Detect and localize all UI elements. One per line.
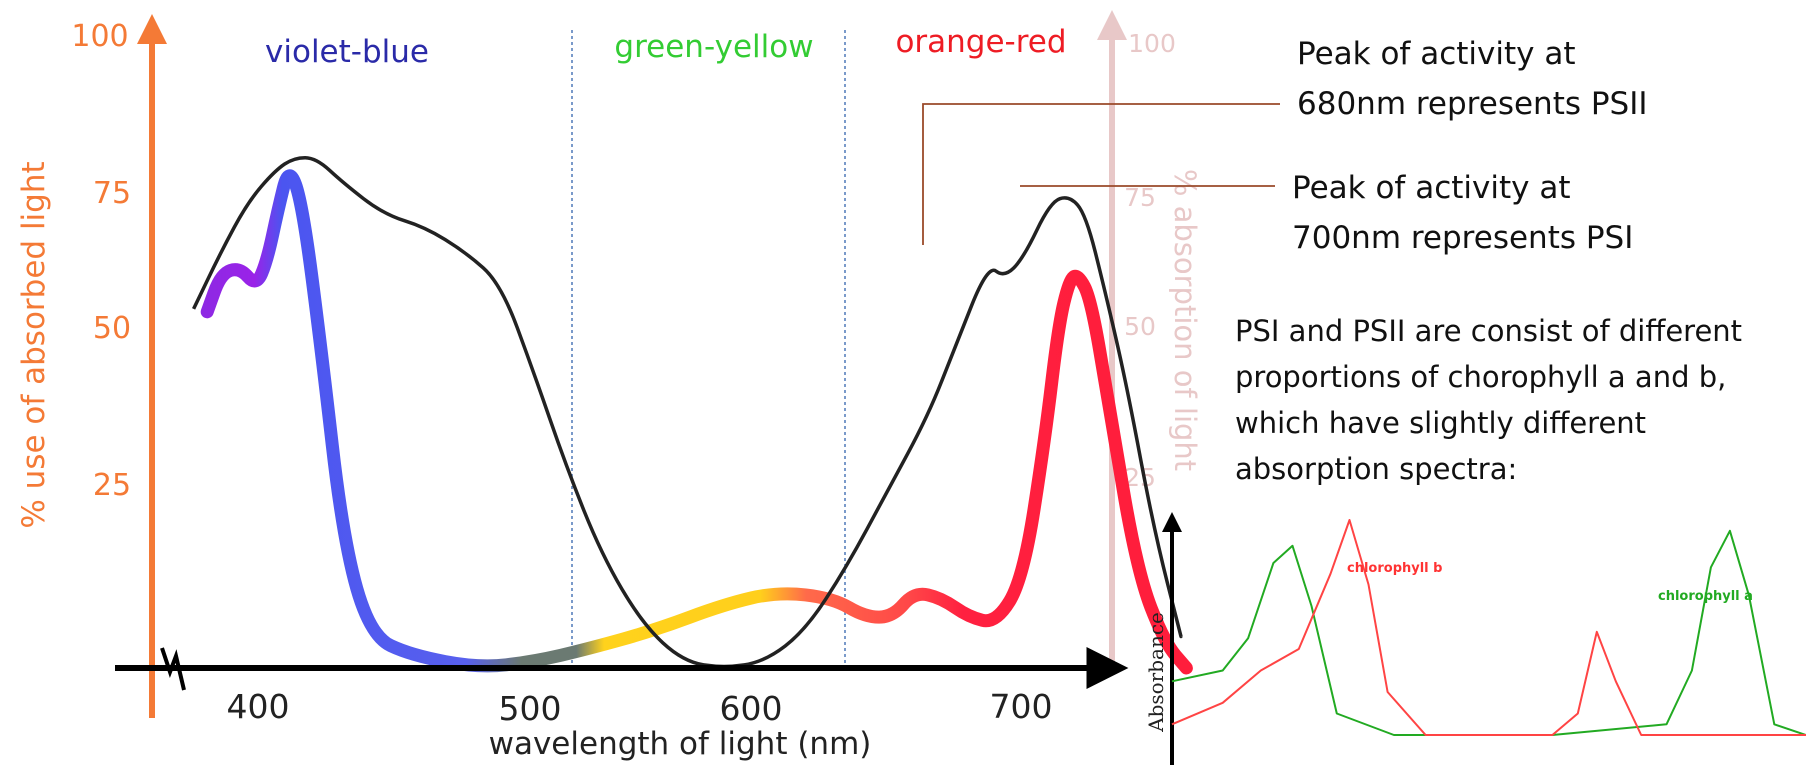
psi-psii-note-line-1: PSI and PSII are consist of different bbox=[1235, 314, 1743, 348]
action-spectrum-line bbox=[200, 169, 1193, 675]
psi-psii-note-line-2: proportions of chorophyll a and b, bbox=[1235, 360, 1727, 394]
psi-annotation: Peak of activity at 700nm represents PSI bbox=[1292, 163, 1633, 263]
psi-psii-note-line-4: absorption spectra: bbox=[1235, 452, 1518, 486]
inset-legend-chlorophyll-b: chlorophyll b bbox=[1347, 561, 1442, 576]
x-tick-label: 500 bbox=[499, 689, 562, 728]
absorption-spectrum-line bbox=[192, 155, 1183, 669]
region-label-violet-blue: violet-blue bbox=[265, 34, 429, 70]
region-label-green-yellow: green-yellow bbox=[614, 29, 813, 65]
inset-legend-chlorophyll-a: chlorophyll a bbox=[1658, 589, 1753, 604]
psi-psii-note-line-3: which have slightly different bbox=[1235, 406, 1647, 440]
axis-break-icon bbox=[160, 647, 186, 691]
left-axis-title: % use of absorbed light bbox=[16, 161, 52, 528]
left-tick-label: 100 bbox=[71, 19, 128, 54]
psii-annotation: Peak of activity at 680nm represents PSI… bbox=[1297, 29, 1648, 129]
left-tick-label: 25 bbox=[93, 468, 131, 503]
psii-annotation-line-2: 680nm represents PSII bbox=[1297, 86, 1648, 122]
right-tick-label: 75 bbox=[1124, 183, 1156, 212]
x-tick-label: 400 bbox=[227, 687, 290, 726]
inset-chart bbox=[1171, 519, 1806, 736]
x-tick-label: 700 bbox=[990, 687, 1053, 726]
right-tick-label: 100 bbox=[1128, 29, 1176, 58]
psi-psii-note: PSI and PSII are consist of different pr… bbox=[1235, 308, 1742, 492]
right-tick-label: 50 bbox=[1124, 312, 1156, 341]
psi-annotation-line-2: 700nm represents PSI bbox=[1292, 220, 1634, 256]
x-axis-title: wavelength of light (nm) bbox=[489, 726, 872, 762]
x-tick-label: 600 bbox=[720, 689, 783, 728]
inset-y-axis-title: Absorbance bbox=[1144, 612, 1168, 733]
left-tick-label: 75 bbox=[93, 176, 131, 211]
right-tick-label: 25 bbox=[1124, 463, 1156, 492]
curves bbox=[192, 155, 1193, 675]
chlorophyll-a-line bbox=[1171, 529, 1806, 736]
left-tick-label: 50 bbox=[93, 311, 131, 346]
right-axis-title: % absorption of light bbox=[1168, 169, 1202, 471]
psi-annotation-line-1: Peak of activity at bbox=[1292, 170, 1571, 206]
psii-annotation-line bbox=[922, 103, 1280, 245]
psii-annotation-line-1: Peak of activity at bbox=[1297, 36, 1576, 72]
region-label-orange-red: orange-red bbox=[895, 24, 1066, 60]
chlorophyll-b-line bbox=[1171, 519, 1806, 736]
